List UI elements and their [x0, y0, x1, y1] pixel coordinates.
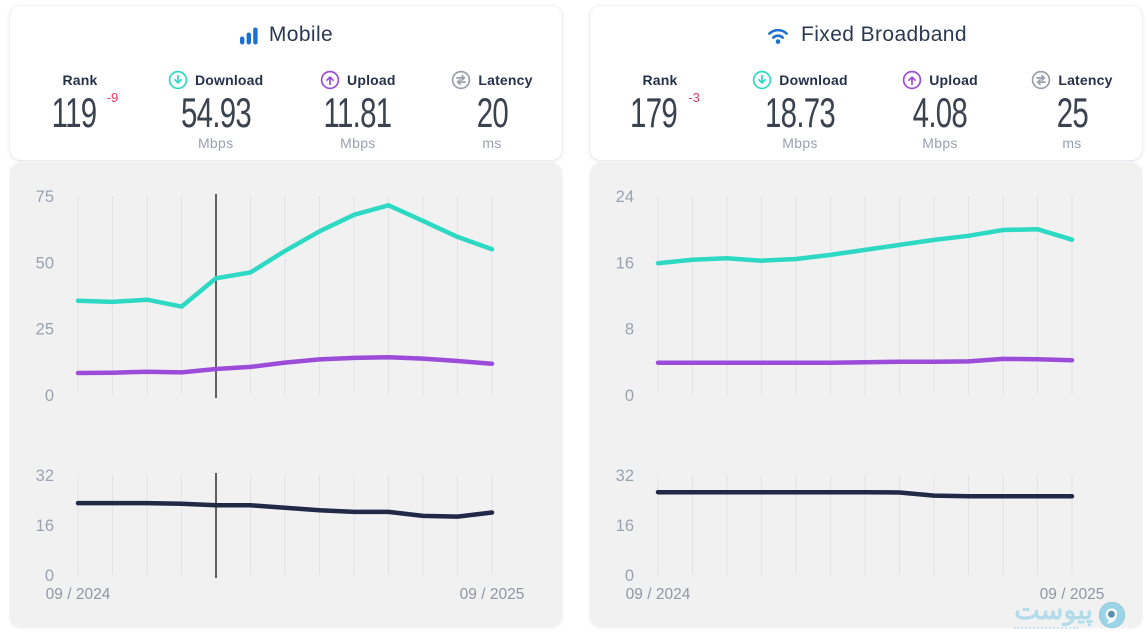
svg-text:50: 50 [36, 254, 54, 272]
fixed-latency-chart[interactable]: 32 16 009 / 2024 09 / 2025 [590, 431, 1142, 621]
mobile-stats-row: Rank 119 -9 [10, 70, 562, 151]
fixed-speed-chart[interactable]: 24 16 8 0 [590, 163, 1142, 431]
stat-unit: Mbps [197, 135, 234, 151]
stat-label: Rank [62, 72, 98, 88]
watermark-subtext-line [1014, 624, 1079, 629]
rank-delta-badge: -9 [106, 90, 119, 105]
fixed-panel-title: Fixed Broadband [590, 21, 1142, 49]
mobile-header-card: Mobile Rank 119 -9 [10, 6, 562, 160]
stat-latency: Latency 20 ms [450, 70, 534, 151]
svg-text:16: 16 [616, 254, 634, 272]
mobile-speed-chart[interactable]: 75 50 25 0 [10, 163, 562, 431]
stat-value: 25 [1056, 89, 1088, 136]
stat-value: 20 [476, 89, 508, 136]
fixed-charts-card: 24 16 8 0 32 16 0 09 / 2024 09 / 2025 پیوست [590, 163, 1142, 629]
svg-text:0: 0 [45, 567, 54, 585]
svg-text:16: 16 [36, 517, 54, 535]
stat-value: 179 [630, 89, 678, 136]
mobile-panel: Mobile Rank 119 -9 [10, 6, 562, 627]
wifi-icon [765, 25, 791, 45]
stat-value: 4.08 [912, 89, 968, 136]
stat-unit: Mbps [922, 135, 958, 151]
fixed-broadband-panel: Fixed Broadband Rank 179 -3 [590, 6, 1142, 629]
svg-text:8: 8 [625, 321, 634, 339]
stat-unit: ms [482, 135, 502, 151]
stat-value: 18.73 [764, 89, 836, 136]
svg-text:75: 75 [36, 188, 54, 206]
panel-title-label: Mobile [268, 23, 334, 46]
stat-unit: ms [1062, 135, 1082, 151]
stat-value: 11.81 [323, 89, 393, 136]
upload-arrow-icon [902, 70, 922, 90]
svg-text:09 / 2025: 09 / 2025 [1040, 586, 1105, 603]
stat-label: Download [779, 72, 848, 88]
stat-download: Download 54.93 Mbps [166, 70, 266, 151]
stat-upload: Upload 11.81 Mbps [309, 70, 406, 151]
mobile-bars-icon [239, 25, 259, 46]
svg-text:16: 16 [616, 517, 634, 535]
download-arrow-icon [752, 70, 772, 90]
download-arrow-icon [168, 70, 188, 90]
svg-text:09 / 2025: 09 / 2025 [460, 586, 525, 603]
stat-label: Download [194, 72, 264, 88]
stat-unit: Mbps [782, 135, 818, 151]
panel-title-label: Fixed Broadband [801, 23, 967, 46]
svg-text:0: 0 [45, 387, 54, 405]
watermark-logo: پیوست [1014, 595, 1126, 629]
stat-value: 54.93 [180, 89, 252, 136]
stat-value: 119 [51, 89, 97, 136]
stat-label: Latency [1058, 72, 1113, 88]
latency-icon [1031, 70, 1051, 90]
stat-rank: Rank 179 -3 [618, 70, 702, 151]
stat-label: Rank [642, 72, 678, 88]
upload-arrow-icon [320, 70, 340, 90]
fixed-stats-row: Rank 179 -3 [590, 70, 1142, 151]
stat-label: Upload [347, 72, 396, 88]
svg-text:25: 25 [36, 321, 54, 339]
svg-text:0: 0 [625, 387, 634, 405]
stat-label: Latency [478, 72, 533, 88]
stat-latency: Latency 25 ms [1030, 70, 1114, 151]
svg-text:32: 32 [36, 467, 54, 485]
watermark-circle-icon [1098, 601, 1126, 629]
mobile-charts-card: 75 50 25 0 32 16 0 09 / 2024 09 / 2025 [10, 163, 562, 627]
svg-text:09 / 2024: 09 / 2024 [626, 586, 691, 603]
stat-rank: Rank 119 -9 [38, 70, 122, 151]
latency-icon [451, 70, 471, 90]
svg-text:09 / 2024: 09 / 2024 [46, 586, 111, 603]
mobile-panel-title: Mobile [10, 21, 562, 49]
stat-label: Upload [929, 72, 978, 88]
stat-unit: Mbps [340, 135, 376, 151]
svg-text:32: 32 [616, 467, 634, 485]
stat-upload: Upload 4.08 Mbps [898, 70, 982, 151]
mobile-latency-chart[interactable]: 32 16 009 / 2024 09 / 2025 [10, 431, 562, 621]
svg-text:0: 0 [625, 567, 634, 585]
watermark-text: پیوست [1014, 595, 1093, 625]
svg-text:24: 24 [616, 188, 634, 206]
rank-delta-badge: -3 [688, 90, 700, 105]
stat-download: Download 18.73 Mbps [750, 70, 850, 151]
fixed-header-card: Fixed Broadband Rank 179 -3 [590, 6, 1142, 160]
